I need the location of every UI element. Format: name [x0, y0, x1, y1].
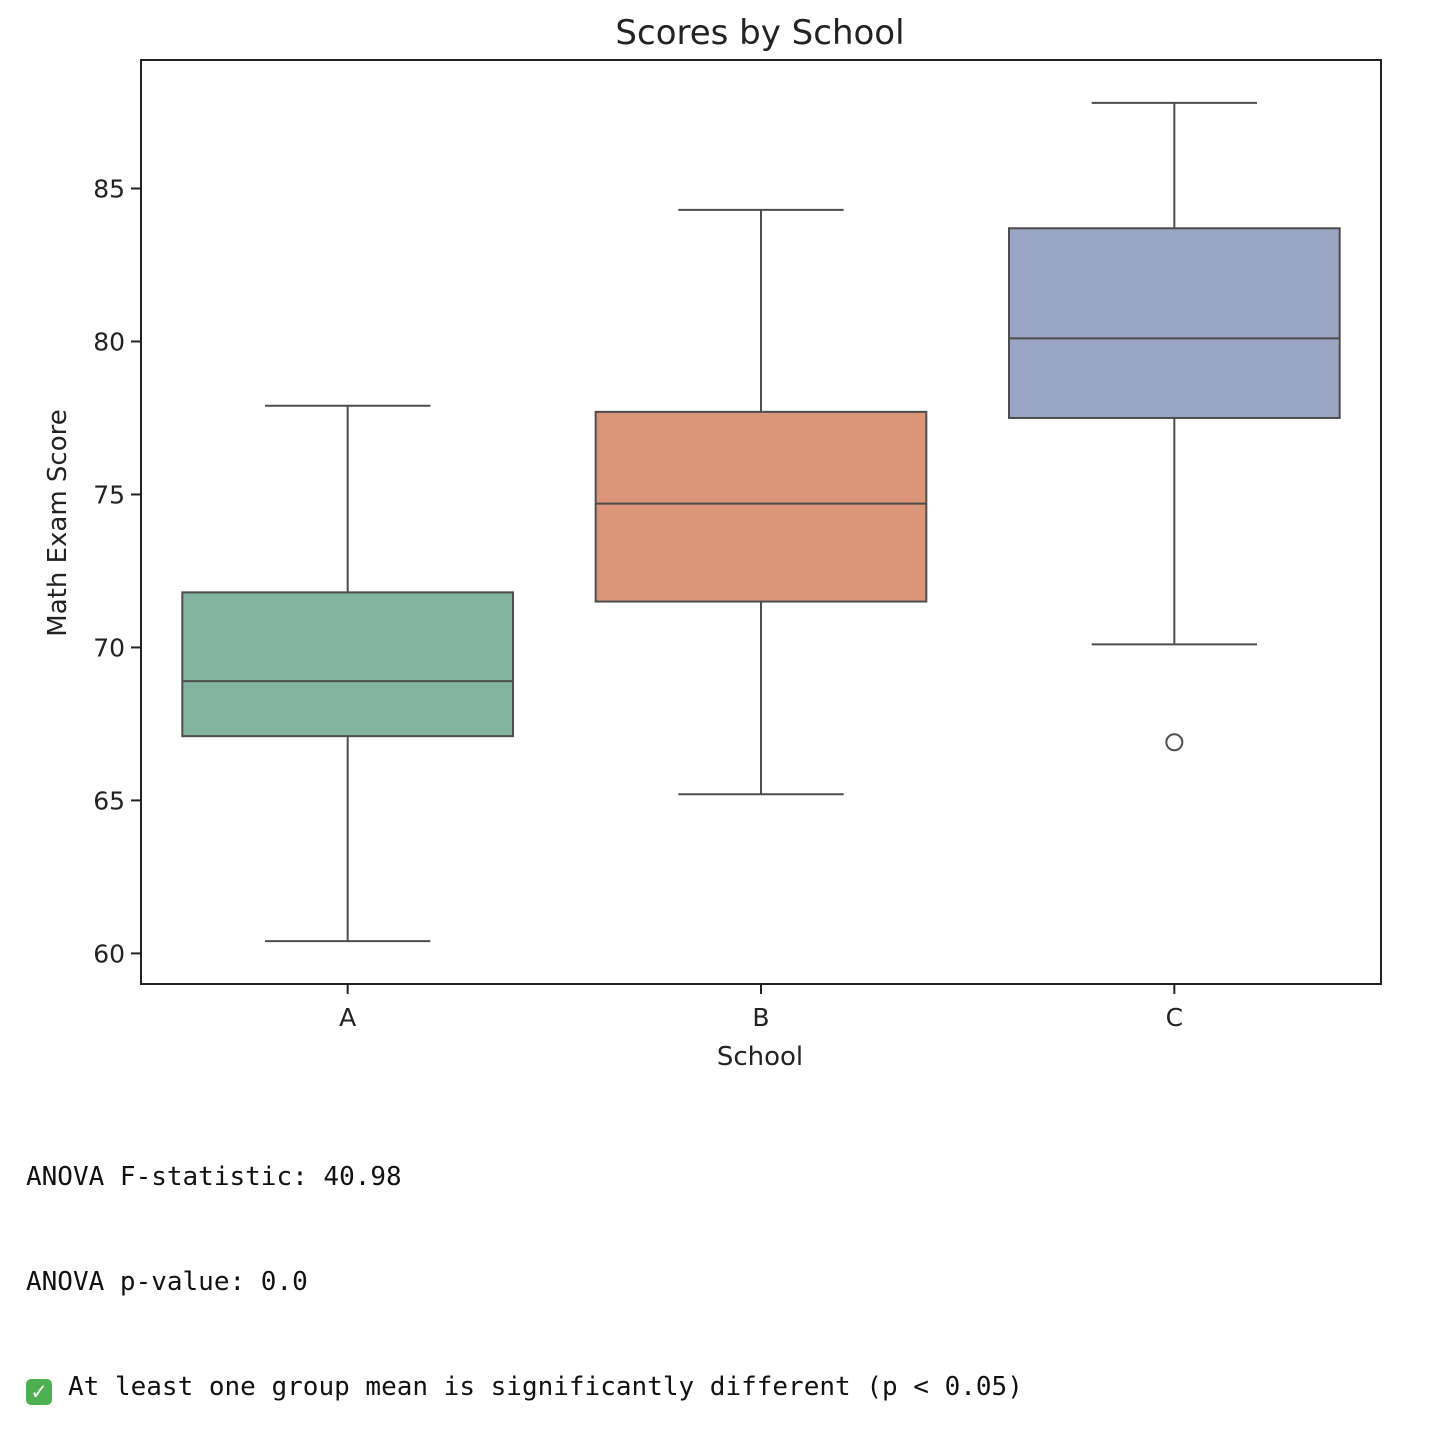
x-axis-label: School [717, 1042, 803, 1072]
plot-frame [140, 59, 1382, 985]
chart-title: Scores by School [615, 13, 904, 53]
y-tick-label: 75 [93, 480, 125, 509]
x-tick-label: C [1166, 1003, 1183, 1032]
x-tick-label: B [752, 1003, 769, 1032]
school-c-box [1008, 227, 1341, 419]
y-tick-label: 85 [93, 175, 125, 204]
box-plot: Scores by School Math Exam Score School … [43, 13, 1382, 1072]
school-c-outlier-point [1165, 733, 1184, 752]
significance-text: At least one group mean is significantly… [68, 1372, 1023, 1402]
y-tick-label: 60 [93, 939, 125, 968]
plot-layer: 60 65 70 75 80 85 A B C [93, 101, 1341, 1032]
y-tick-label: 80 [93, 327, 125, 356]
cell-output: ANOVA F-statistic: 40.98 ANOVA p-value: … [26, 1090, 1023, 1440]
y-tick-label: 70 [93, 633, 125, 662]
anova-f-statistic-line: ANOVA F-statistic: 40.98 [26, 1162, 402, 1192]
school-b-box [594, 410, 928, 603]
y-axis-label: Math Exam Score [43, 409, 73, 636]
chart-area: Scores by School Math Exam Score School … [43, 13, 1382, 1072]
y-tick-label: 65 [93, 786, 125, 815]
anova-p-value-line: ANOVA p-value: 0.0 [26, 1267, 308, 1297]
x-tick-label: A [339, 1003, 356, 1032]
check-mark-icon: ✓ [26, 1379, 52, 1405]
school-a-box [181, 591, 514, 738]
significance-line: ✓ At least one group mean is significantl… [26, 1370, 1023, 1405]
